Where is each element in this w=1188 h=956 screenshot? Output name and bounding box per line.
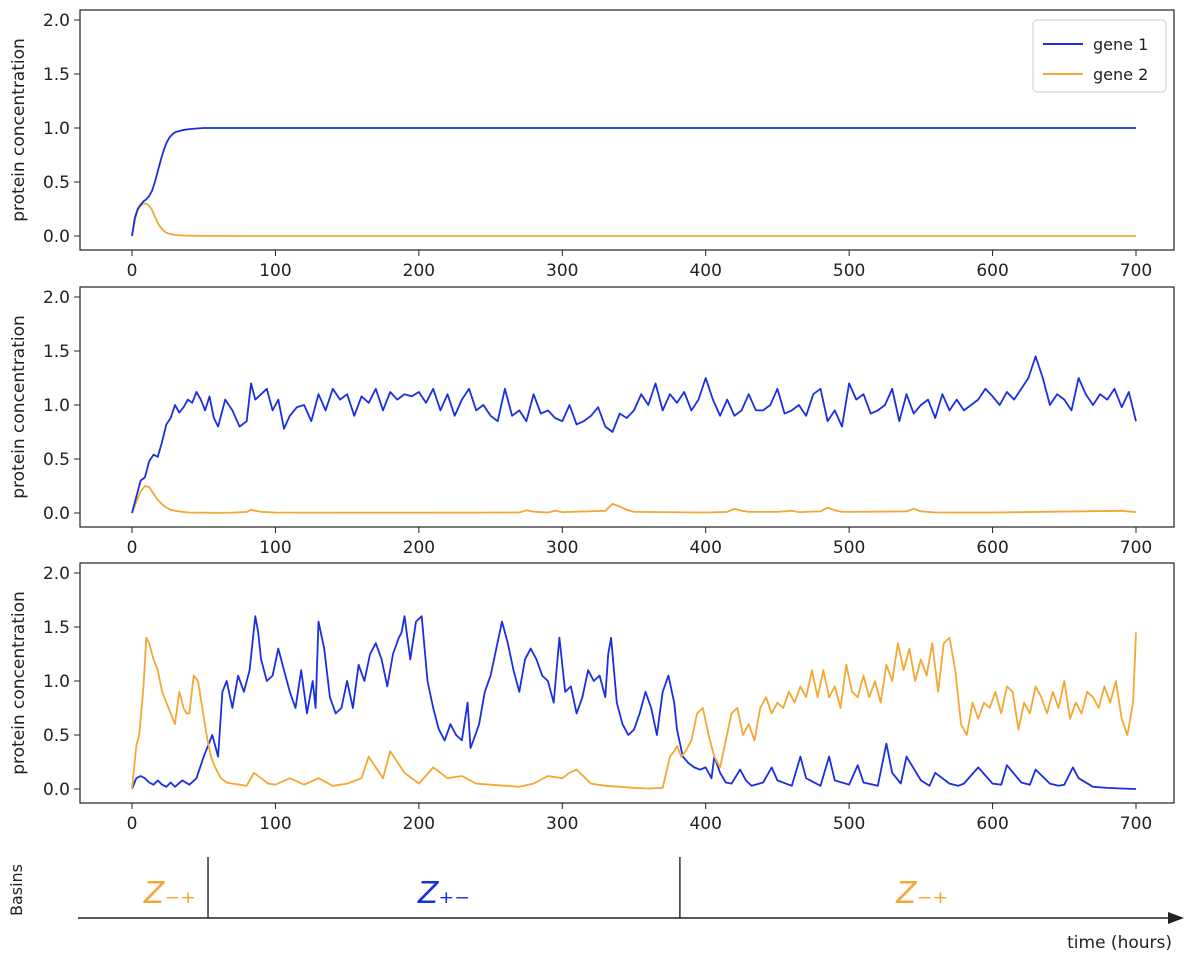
series-line-gene-2: [131, 202, 1136, 237]
x-tick-label: 100: [259, 261, 291, 281]
y-tick-label: 2.0: [43, 11, 70, 31]
legend-label: gene 2: [1093, 65, 1148, 84]
legend-label: gene 1: [1093, 35, 1148, 54]
y-axis-title: protein concentration: [9, 315, 29, 499]
x-tick-label: 300: [546, 814, 578, 834]
y-tick-label: 2.0: [43, 564, 70, 584]
y-tick-label: 0.5: [43, 450, 70, 470]
x-tick-label: 0: [127, 261, 138, 281]
series-line-gene-1: [131, 355, 1137, 514]
basin-label: Z₊₋: [417, 876, 470, 911]
x-tick-label: 400: [689, 261, 721, 281]
y-tick-label: 0.0: [43, 227, 70, 247]
plot-frame: [79, 9, 1175, 251]
arrow-head: [1168, 912, 1184, 924]
chart-panel-2: 0 100 200 300 400 500 600 700 0.0 0.5 1.0 1.5 2.0 pro…: [9, 286, 1175, 558]
y-tick-label: 0.0: [43, 780, 70, 800]
x-tick-label: 200: [403, 538, 435, 558]
y-tick-label: 1.0: [43, 672, 70, 692]
x-tick-label: 400: [689, 814, 721, 834]
x-tick-label: 700: [1120, 261, 1152, 281]
basin-label: Z₋₊: [895, 876, 948, 911]
legend: gene 1 gene 2: [1032, 19, 1167, 93]
x-tick-label: 700: [1120, 814, 1152, 834]
x-tick-label: 0: [127, 814, 138, 834]
y-tick-label: 0.0: [43, 504, 70, 524]
chart-panel-3: 0 100 200 300 400 500 600 700 0.0 0.5 1.0 1.5 2.0 pro…: [9, 562, 1175, 834]
x-tick-label: 600: [976, 261, 1008, 281]
y-axis-title: protein concentration: [9, 591, 29, 775]
y-tick-label: 1.5: [43, 618, 70, 638]
basins-strip: Z₋₊ Z₊₋ Z₋₊ Basins time (hours): [7, 857, 1184, 953]
x-tick-label: 600: [976, 538, 1008, 558]
plot-frame: [79, 286, 1175, 528]
series-line-gene-2: [131, 632, 1137, 790]
x-tick-label: 500: [833, 261, 865, 281]
x-tick-label: 100: [259, 538, 291, 558]
x-tick-label: 400: [689, 538, 721, 558]
basin-label: Z₋₊: [143, 876, 196, 911]
x-tick-label: 600: [976, 814, 1008, 834]
series-line-gene-1: [131, 127, 1136, 237]
x-tick-label: 300: [546, 538, 578, 558]
x-tick-label: 300: [546, 261, 578, 281]
y-tick-label: 1.5: [43, 342, 70, 362]
x-tick-label: 500: [833, 538, 865, 558]
y-tick-label: 1.5: [43, 65, 70, 85]
plot-frame: [79, 562, 1175, 804]
y-tick-label: 0.5: [43, 173, 70, 193]
basins-title: Basins: [7, 864, 26, 916]
y-tick-label: 1.0: [43, 119, 70, 139]
y-tick-label: 1.0: [43, 396, 70, 416]
series-line-gene-2: [131, 485, 1137, 514]
chart-panels: 0 100 200 300 400 500 600 700 0.0 0.5 1.0 1.5 2.0 pro…: [9, 9, 1175, 834]
y-tick-label: 0.5: [43, 726, 70, 746]
x-tick-label: 100: [259, 814, 291, 834]
y-tick-label: 2.0: [43, 288, 70, 308]
time-axis-title: time (hours): [1067, 933, 1172, 953]
x-tick-label: 200: [403, 261, 435, 281]
chart-panel-1: 0 100 200 300 400 500 600 700 0.0 0.5 1.0 1.5 2.0 pro…: [9, 9, 1175, 281]
x-tick-label: 200: [403, 814, 435, 834]
series-line-gene-1: [131, 615, 1137, 790]
x-tick-label: 0: [127, 538, 138, 558]
x-tick-label: 700: [1120, 538, 1152, 558]
y-axis-title: protein concentration: [9, 38, 29, 222]
x-tick-label: 500: [833, 814, 865, 834]
